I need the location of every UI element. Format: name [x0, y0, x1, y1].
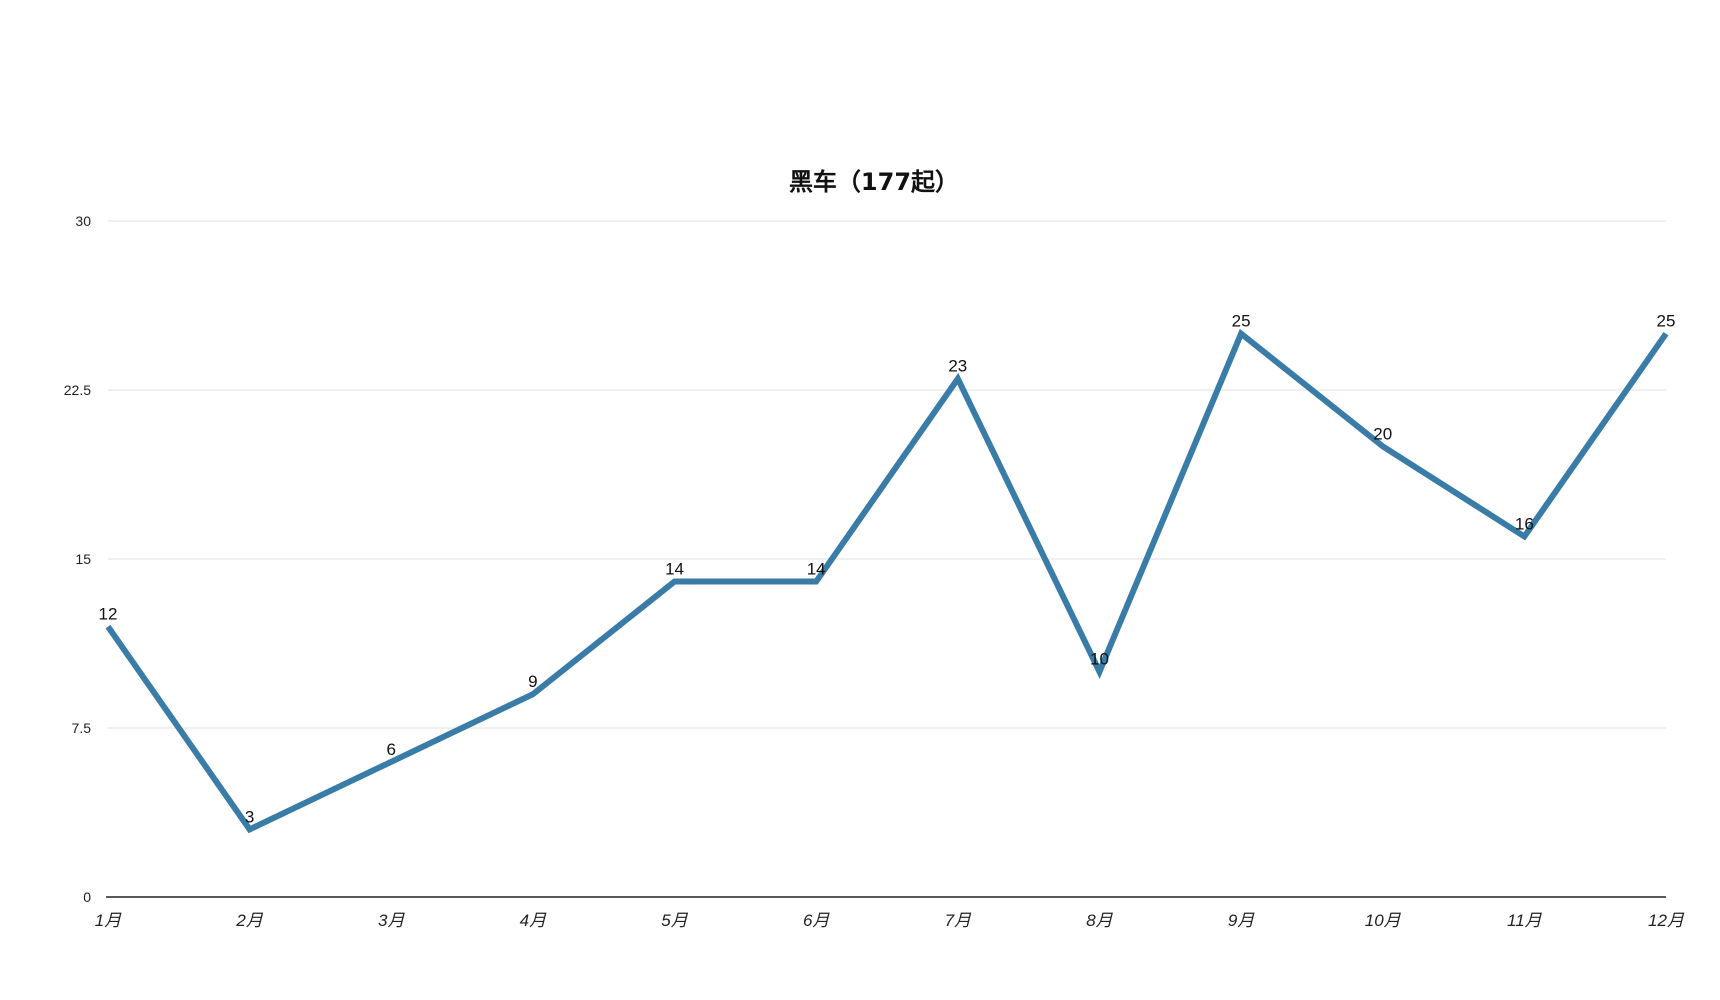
data-label: 25 [1232, 312, 1251, 331]
x-tick-label: 5月 [661, 911, 688, 930]
data-label: 9 [528, 672, 537, 691]
data-label: 16 [1515, 514, 1534, 533]
x-tick-label: 1月 [95, 911, 122, 930]
chart-title: 黑车（177起） [789, 168, 959, 196]
series-line [105, 328, 1669, 834]
x-tick-label: 9月 [1228, 911, 1255, 930]
x-tick-label: 7月 [945, 911, 972, 930]
y-tick-label: 7.5 [72, 720, 92, 736]
data-label: 25 [1657, 312, 1676, 331]
y-tick-label: 15 [75, 551, 91, 567]
x-tick-label: 12月 [1648, 911, 1685, 930]
x-tick-label: 2月 [235, 911, 263, 930]
x-tick-label: 11月 [1507, 911, 1543, 930]
data-label: 12 [99, 605, 118, 624]
x-tick-label: 10月 [1365, 911, 1402, 930]
y-axis-ticks: 0 7.5 15 22.5 30 [64, 213, 91, 905]
data-label: 10 [1090, 650, 1109, 669]
data-label: 14 [665, 560, 684, 579]
y-tick-label: 0 [83, 889, 91, 905]
x-tick-label: 6月 [803, 911, 830, 930]
series-layer [105, 328, 1669, 834]
x-tick-label: 4月 [520, 911, 547, 930]
data-label: 3 [245, 807, 254, 826]
data-labels: 12 3 6 9 14 14 23 10 25 20 16 25 [99, 312, 1676, 827]
y-tick-label: 22.5 [64, 382, 91, 398]
x-tick-label: 3月 [378, 911, 405, 930]
x-axis-ticks: 1月 2月 3月 4月 5月 6月 7月 8月 9月 10月 11月 12月 [95, 911, 1685, 930]
data-label: 6 [387, 740, 396, 759]
data-label: 23 [948, 357, 967, 376]
gridlines [108, 220, 1666, 729]
data-label: 20 [1373, 424, 1392, 443]
y-tick-label: 30 [75, 213, 91, 229]
x-tick-label: 8月 [1086, 911, 1113, 930]
data-label: 14 [807, 560, 826, 579]
